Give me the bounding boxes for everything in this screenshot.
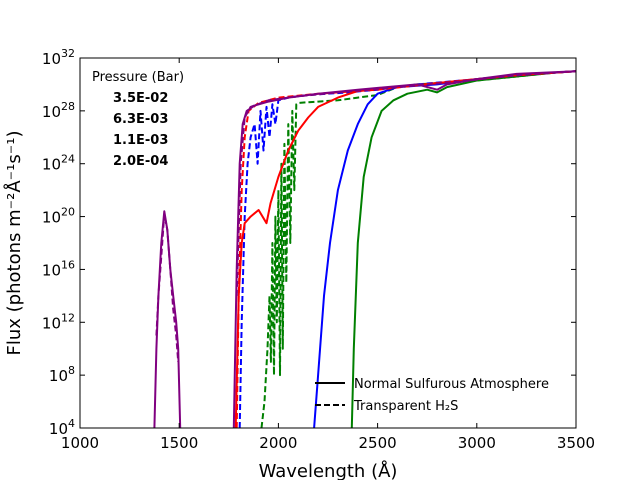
- x-tick-label: 1000: [61, 434, 99, 452]
- x-axis-label: Wavelength (Å): [259, 460, 398, 480]
- x-tick-label: 3000: [458, 434, 496, 452]
- x-tick-label: 2500: [359, 434, 397, 452]
- x-tick-label: 2000: [259, 434, 297, 452]
- series-line-1: [350, 70, 577, 429]
- series-line-2: [260, 70, 577, 429]
- legend-pressure-title: Pressure (Bar): [92, 70, 184, 85]
- legend-pressure-3: 1.1E-03: [113, 133, 168, 148]
- legend-style-transparent: Transparent H₂S: [353, 399, 458, 414]
- y-axis-label: Flux (photons m⁻²Å⁻¹s⁻¹): [3, 131, 25, 356]
- legend-style-normal: Normal Sulfurous Atmosphere: [354, 377, 549, 392]
- legend-pressure-4: 2.0E-04: [113, 154, 168, 169]
- plot-frame: [79, 57, 577, 429]
- y-tick-label: 1020: [42, 206, 75, 227]
- legend-pressure-2: 6.3E-03: [113, 112, 168, 127]
- legend-pressure-1: 3.5E-02: [113, 91, 168, 106]
- y-tick-label: 108: [49, 364, 75, 385]
- y-tick-label: 1028: [42, 100, 75, 121]
- series-line-7: [153, 210, 182, 429]
- y-tick-label: 1024: [42, 153, 75, 174]
- y-tick-label: 1032: [42, 47, 75, 68]
- series-layer: [153, 70, 577, 429]
- y-tick-label: 1016: [42, 258, 75, 279]
- series-line-4: [238, 70, 577, 429]
- series-line-9: [155, 212, 180, 362]
- x-tick-label: 3500: [557, 434, 595, 452]
- x-tick-label: 1500: [160, 434, 198, 452]
- y-tick-label: 1012: [42, 311, 75, 332]
- series-line-10: [235, 70, 577, 296]
